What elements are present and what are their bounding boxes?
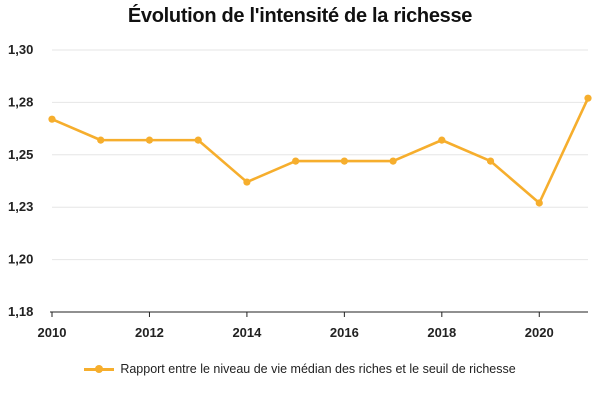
data-point: [145, 136, 154, 144]
data-point: [292, 157, 300, 165]
data-point: [584, 94, 592, 102]
data-point: [438, 136, 446, 144]
data-point: [340, 157, 348, 165]
data-point: [535, 199, 543, 207]
data-point: [48, 115, 56, 123]
y-tick-label: 1,20: [8, 252, 33, 267]
axes: [50, 311, 588, 317]
x-tick-label: 2020: [525, 325, 554, 340]
legend: Rapport entre le niveau de vie médian de…: [0, 362, 600, 376]
y-tick-label: 1,28: [8, 94, 33, 109]
y-axis-tick-labels: 1,18 1,20 1,23 1,25 1,28 1,30: [8, 42, 33, 319]
legend-label: Rapport entre le niveau de vie médian de…: [120, 362, 516, 376]
data-point: [97, 136, 105, 144]
x-tick-label: 2014: [232, 325, 262, 340]
x-tick-label: 2018: [427, 325, 456, 340]
x-axis-tick-labels: 2010 2012 2014 2016 2018 2020: [38, 325, 554, 340]
data-point: [389, 157, 397, 165]
y-tick-label: 1,30: [8, 42, 33, 57]
series-line: [50, 96, 590, 205]
x-tick-label: 2016: [330, 325, 359, 340]
data-point: [194, 136, 202, 144]
y-tick-label: 1,23: [8, 199, 33, 214]
gridlines: [52, 49, 588, 261]
data-point: [243, 178, 251, 186]
x-tick-label: 2010: [38, 325, 67, 340]
y-tick-label: 1,18: [8, 304, 33, 319]
data-point: [486, 157, 495, 165]
legend-swatch-icon: [84, 362, 115, 376]
chart-title: Évolution de l'intensité de la richesse: [127, 5, 473, 27]
series: [48, 94, 592, 207]
x-tick-label: 2012: [135, 325, 164, 340]
y-tick-label: 1,25: [8, 147, 33, 162]
